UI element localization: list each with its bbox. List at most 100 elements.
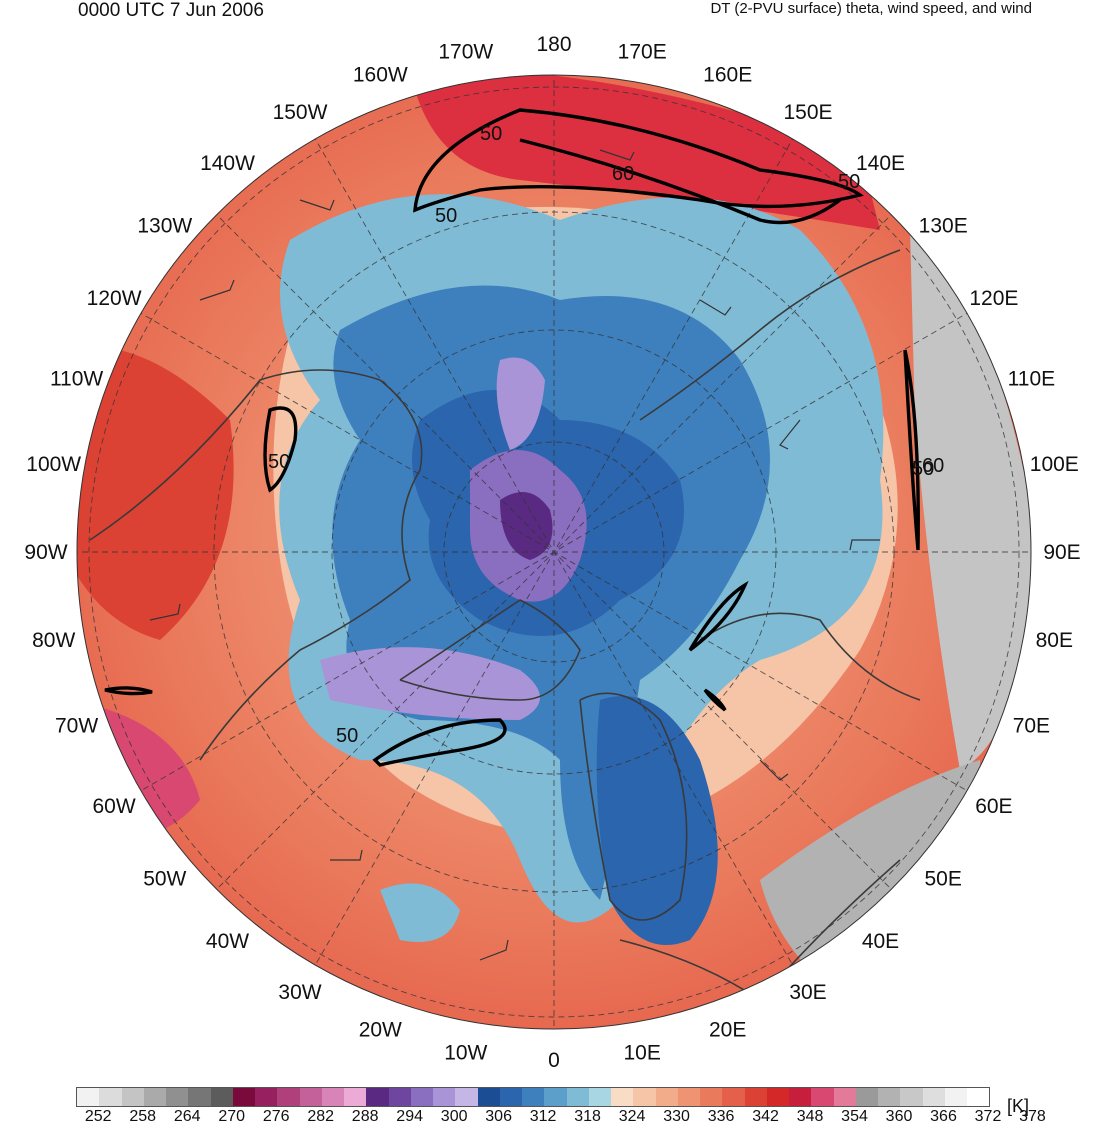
colorbar-swatch bbox=[143, 1088, 166, 1106]
colorbar-swatch bbox=[766, 1088, 789, 1106]
longitude-label: 50E bbox=[925, 868, 962, 891]
colorbar-swatch bbox=[967, 1088, 990, 1106]
longitude-label: 40W bbox=[206, 930, 249, 953]
longitude-label: 100W bbox=[26, 453, 81, 476]
contour-label: 50 bbox=[336, 725, 358, 747]
colorbar-swatch bbox=[455, 1088, 478, 1106]
contour-label: 60 bbox=[922, 455, 944, 477]
contour-label: 50 bbox=[480, 123, 502, 145]
colorbar-swatch bbox=[255, 1088, 278, 1106]
colorbar-tick-label: 306 bbox=[485, 1108, 512, 1125]
longitude-label: 140W bbox=[200, 152, 255, 175]
contour-label: 50 bbox=[838, 171, 860, 193]
contour-label: 50 bbox=[912, 458, 934, 480]
colorbar-tick-label: 342 bbox=[752, 1108, 779, 1125]
longitude-label: 120W bbox=[87, 287, 142, 310]
colorbar-swatch bbox=[566, 1088, 589, 1106]
colorbar-swatch bbox=[188, 1088, 211, 1106]
longitude-label: 90W bbox=[24, 541, 67, 564]
colorbar-swatch bbox=[210, 1088, 233, 1106]
colorbar-tick-label: 300 bbox=[440, 1108, 468, 1125]
colorbar-swatch bbox=[232, 1088, 255, 1106]
longitude-label: 150E bbox=[783, 101, 832, 124]
colorbar-swatch bbox=[77, 1088, 100, 1106]
longitude-label: 140E bbox=[856, 152, 905, 175]
wind-speed-contours bbox=[104, 108, 920, 767]
colorbar-swatch bbox=[588, 1088, 611, 1106]
colorbar-swatch bbox=[99, 1088, 122, 1106]
longitude-label: 180 bbox=[536, 33, 571, 56]
colorbar-swatch bbox=[121, 1088, 144, 1106]
colorbar-swatch bbox=[299, 1088, 322, 1106]
contour-label: 60 bbox=[612, 163, 634, 185]
colorbar-swatch bbox=[166, 1088, 189, 1106]
longitude-label: 100E bbox=[1030, 453, 1079, 476]
colorbar-tick-label: 276 bbox=[262, 1108, 290, 1125]
colorbar-swatch bbox=[410, 1088, 433, 1106]
colorbar-labels: 252 258 264 270 276 282 288 294 300 306 312 318 324 3… bbox=[76, 1108, 1046, 1126]
colorbar-swatch bbox=[544, 1088, 567, 1106]
colorbar-swatch bbox=[922, 1088, 945, 1106]
colorbar-swatch bbox=[722, 1088, 745, 1106]
longitude-label: 60W bbox=[93, 795, 136, 818]
colorbar-swatch bbox=[789, 1088, 812, 1106]
longitude-label: 130E bbox=[919, 215, 968, 238]
longitude-label: 0 bbox=[548, 1049, 560, 1072]
colorbar-tick-label: 312 bbox=[529, 1108, 557, 1125]
longitude-label: 20E bbox=[709, 1018, 746, 1041]
longitude-label: 130W bbox=[137, 215, 192, 238]
longitude-label: 20W bbox=[359, 1018, 402, 1041]
valid-time-label: 0000 UTC 7 Jun 2006 bbox=[78, 0, 264, 21]
longitude-label: 110W bbox=[50, 367, 103, 390]
colorbar-swatch bbox=[878, 1088, 901, 1106]
colorbar-tick-label: 294 bbox=[396, 1108, 424, 1125]
colorbar-tick-label: 258 bbox=[129, 1108, 157, 1125]
longitude-label: 10W bbox=[444, 1041, 487, 1064]
colorbar-swatch bbox=[388, 1088, 411, 1106]
colorbar-swatch bbox=[277, 1088, 300, 1106]
longitude-label: 70W bbox=[55, 715, 98, 738]
longitude-label: 120E bbox=[969, 287, 1018, 310]
contour-label: 50 bbox=[268, 451, 290, 473]
colorbar-swatch bbox=[344, 1088, 367, 1106]
colorbar-swatch bbox=[611, 1088, 634, 1106]
longitude-label: 170W bbox=[438, 41, 493, 64]
colorbar-tick-label: 318 bbox=[574, 1108, 601, 1125]
colorbar-units: [K] bbox=[1007, 1096, 1030, 1116]
longitude-label: 40E bbox=[862, 930, 899, 953]
colorbar-swatch bbox=[677, 1088, 700, 1106]
colorbar-tick-label: 324 bbox=[618, 1108, 646, 1125]
longitude-label: 90E bbox=[1043, 541, 1080, 564]
colorbar-swatch bbox=[477, 1088, 500, 1106]
colorbar-tick-label: 264 bbox=[173, 1108, 201, 1125]
colorbar-tick-label: 270 bbox=[218, 1108, 246, 1125]
map-boundary bbox=[76, 74, 1032, 1030]
colorbar-tick-label: 378 bbox=[1019, 1108, 1046, 1125]
colorbar-swatch bbox=[833, 1088, 856, 1106]
longitude-label: 160E bbox=[703, 64, 752, 87]
colorbar-swatch bbox=[633, 1088, 656, 1106]
colorbar-swatch bbox=[366, 1088, 389, 1106]
colorbar-tick-label: 366 bbox=[930, 1108, 957, 1125]
longitude-label: 80E bbox=[1036, 629, 1073, 652]
theta-field bbox=[77, 75, 1031, 1029]
longitude-label: 10E bbox=[624, 1041, 661, 1064]
longitude-label: 160W bbox=[353, 64, 408, 87]
colorbar-tick-label: 252 bbox=[84, 1108, 112, 1125]
contour-label: 50 bbox=[435, 205, 457, 227]
longitude-label: 70E bbox=[1013, 715, 1050, 738]
colorbar-tick-label: 348 bbox=[796, 1108, 824, 1125]
colorbar-tick-label: 288 bbox=[351, 1108, 379, 1125]
colorbar-swatch bbox=[321, 1088, 344, 1106]
colorbar-tick-label: 360 bbox=[885, 1108, 913, 1125]
colorbar-swatch bbox=[855, 1088, 878, 1106]
graticule bbox=[77, 75, 1031, 1029]
longitude-label: 30W bbox=[278, 981, 321, 1004]
longitude-label: 60E bbox=[975, 795, 1012, 818]
colorbar bbox=[76, 1087, 990, 1107]
longitude-label: 30E bbox=[789, 981, 826, 1004]
colorbar-tick-label: 282 bbox=[307, 1108, 335, 1125]
longitude-label: 110E bbox=[1008, 367, 1056, 390]
